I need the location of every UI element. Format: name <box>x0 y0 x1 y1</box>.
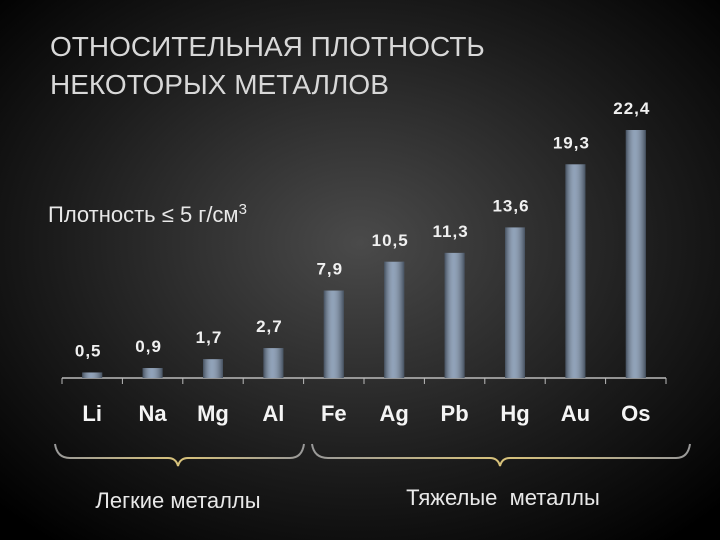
value-label: 22,4 <box>613 99 650 118</box>
group-label: Легкие металлы <box>95 488 260 513</box>
value-label: 0,5 <box>75 341 102 360</box>
value-label: 0,9 <box>135 337 162 356</box>
x-tick-label: Ag <box>380 401 409 426</box>
value-label: 7,9 <box>316 260 343 279</box>
value-label: 1,7 <box>196 328 223 347</box>
x-tick-label: Pb <box>441 401 469 426</box>
group-label: Тяжелые металлы <box>406 485 600 510</box>
bar-shade <box>625 130 646 378</box>
x-tick-label: Fe <box>321 401 347 426</box>
value-label: 11,3 <box>433 222 469 241</box>
group-brace <box>54 443 305 467</box>
x-tick-label: Hg <box>500 401 529 426</box>
bar-shade <box>263 348 284 378</box>
value-label: 13,6 <box>492 196 529 215</box>
bar-shade <box>323 290 344 378</box>
x-tick-label: Os <box>621 401 650 426</box>
annotation-superscript: 3 <box>239 201 247 218</box>
bar-shade <box>203 359 223 378</box>
x-tick-label: Li <box>82 401 102 426</box>
bar-shade <box>142 368 163 378</box>
value-label: 10,5 <box>372 231 409 250</box>
bar-shade <box>384 261 405 378</box>
bar-shade <box>505 227 525 378</box>
annotation: Плотность ≤ 5 г/см3 <box>48 201 247 227</box>
bar-shade <box>82 372 103 378</box>
group-brace <box>311 443 691 467</box>
x-tick-label: Mg <box>197 401 229 426</box>
x-tick-label: Au <box>561 401 590 426</box>
value-label: 19,3 <box>553 133 590 152</box>
bar-shade <box>565 164 586 378</box>
annotation-text: Плотность ≤ 5 г/см <box>48 202 239 227</box>
x-tick-label: Al <box>262 401 284 426</box>
title-line: ОТНОСИТЕЛЬНАЯ ПЛОТНОСТЬ <box>50 31 485 62</box>
bar-shade <box>444 252 465 378</box>
title-line: НЕКОТОРЫХ МЕТАЛЛОВ <box>50 69 389 100</box>
value-label: 2,7 <box>256 317 283 336</box>
x-tick-label: Na <box>139 401 168 426</box>
